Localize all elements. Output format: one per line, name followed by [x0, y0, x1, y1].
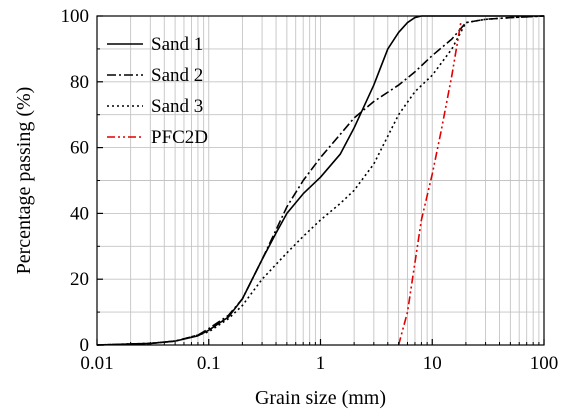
x-tick-label: 100: [530, 353, 559, 374]
x-tick-label: 0.1: [197, 353, 221, 374]
y-tick-label: 40: [70, 203, 89, 224]
x-tick-label: 10: [423, 353, 442, 374]
legend-label-pfc2d: PFC2D: [151, 127, 208, 148]
grid: [97, 16, 544, 345]
y-tick-label: 60: [70, 138, 89, 159]
x-axis-title: Grain size (mm): [255, 387, 386, 409]
legend-label-sand-2: Sand 2: [151, 65, 203, 86]
y-tick-label: 100: [61, 6, 90, 27]
series-line-pfc2d: [397, 22, 462, 346]
x-tick-label: 0.01: [80, 353, 113, 374]
legend: Sand 1 Sand 2 Sand 3 PFC2D: [107, 34, 208, 148]
x-tick-label: 1: [316, 353, 326, 374]
axis-ticks: 0.01 0.1 1 10 100 0 20 40 60 80 100: [61, 6, 559, 374]
legend-label-sand-1: Sand 1: [151, 34, 203, 55]
legend-label-sand-3: Sand 3: [151, 96, 203, 117]
y-tick-label: 20: [70, 269, 89, 290]
y-tick-label: 0: [80, 335, 90, 356]
y-axis-title: Percentage passing (%): [13, 87, 35, 275]
y-tick-label: 80: [70, 72, 89, 93]
